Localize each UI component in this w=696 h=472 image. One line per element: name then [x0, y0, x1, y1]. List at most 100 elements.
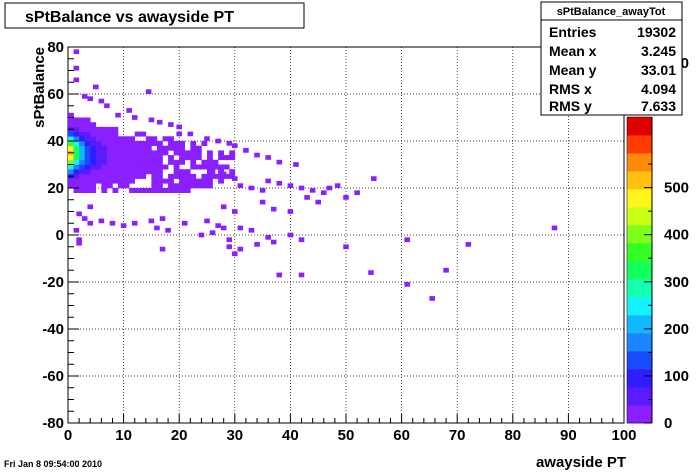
x-tick-label: 40 — [282, 427, 299, 444]
heatmap-cell — [101, 155, 108, 161]
heatmap-cell — [73, 169, 80, 175]
heatmap-cell — [371, 176, 377, 181]
heatmap-cell — [84, 126, 91, 132]
heatmap-cell — [140, 169, 147, 175]
heatmap-cell — [156, 164, 163, 170]
heatmap-cell — [134, 169, 141, 175]
heatmap-cell — [112, 178, 119, 184]
colorbar-segment — [627, 243, 652, 262]
heatmap-cell — [115, 112, 121, 118]
heatmap-cell — [90, 155, 97, 161]
heatmap-cell — [248, 227, 255, 233]
heatmap-cell — [79, 159, 85, 165]
heatmap-cell — [106, 169, 113, 175]
heatmap-cell — [79, 122, 85, 128]
heatmap-cell — [179, 173, 186, 179]
heatmap-cell — [126, 108, 132, 113]
plot-frame — [67, 46, 625, 424]
heatmap-cell — [465, 242, 472, 247]
heatmap-cell — [140, 188, 147, 193]
heatmap-cell — [123, 141, 130, 146]
heatmap-cell — [129, 155, 136, 161]
heatmap-cell — [265, 178, 271, 184]
heatmap-cell — [123, 173, 130, 179]
heatmap-cell — [195, 155, 202, 161]
heatmap-cell — [154, 225, 160, 231]
heatmap-cell — [134, 141, 141, 146]
colorbar-segment — [627, 171, 652, 190]
heatmap-cell — [287, 183, 294, 188]
heatmap-cell — [320, 190, 327, 196]
heatmap-cell — [123, 155, 130, 161]
colorbar-segment — [627, 405, 652, 424]
heatmap-cell — [123, 169, 130, 175]
heatmap-cell — [140, 150, 147, 156]
colorbar-segment — [627, 333, 652, 352]
heatmap-cell — [220, 204, 227, 210]
colorbar-tick-label: 400 — [664, 227, 689, 244]
heatmap-cell — [326, 185, 333, 191]
heatmap-cell — [265, 155, 271, 160]
y-tick-label: 80 — [47, 39, 64, 56]
heatmap-cell — [220, 225, 227, 231]
heatmap-cell — [226, 237, 233, 243]
heatmap-cell — [145, 164, 152, 170]
heatmap-cell — [168, 136, 174, 142]
heatmap-cell — [151, 173, 158, 179]
stats-label-mean-x: Mean x — [549, 43, 597, 59]
heatmap-cell — [68, 122, 74, 128]
heatmap-cell — [176, 131, 182, 137]
y-tick-label: -60 — [42, 368, 64, 385]
heatmap-cell — [309, 188, 316, 193]
heatmap-cell — [173, 173, 180, 179]
heatmap-cell — [173, 183, 180, 189]
colorbar: 0100200300400500600 — [626, 55, 689, 432]
heatmap-cell — [140, 159, 147, 165]
heatmap-cell — [134, 173, 141, 179]
heatmap-cell — [190, 178, 197, 184]
y-tick-label: 20 — [47, 180, 64, 197]
x-tick-label: 70 — [449, 427, 466, 444]
heatmap-cell — [207, 150, 213, 156]
heatmap-cell — [212, 159, 219, 165]
heatmap-cell — [79, 164, 85, 170]
heatmap-cell — [101, 131, 108, 137]
heatmap-cell — [118, 164, 124, 170]
heatmap-cell — [101, 173, 108, 179]
x-tick-label: 90 — [560, 427, 577, 444]
heatmap-cell — [68, 159, 74, 165]
heatmap-cell — [140, 164, 147, 170]
heatmap-cell — [95, 131, 102, 137]
heatmap-cell — [151, 178, 158, 184]
heatmap-cell — [145, 145, 152, 151]
heatmap-cell — [112, 141, 119, 146]
heatmap-cell — [145, 155, 152, 161]
x-tick-label: 20 — [171, 427, 188, 444]
heatmap-cell — [123, 159, 130, 165]
y-tick-label: -40 — [42, 321, 64, 338]
heatmap-cell — [90, 126, 97, 132]
heatmap-cell — [73, 126, 80, 132]
colorbar-segment — [627, 387, 652, 406]
heatmap-cell — [73, 188, 80, 193]
heatmap-cell — [118, 150, 124, 156]
chart-title: sPtBalance vs awayside PT — [25, 9, 234, 26]
colorbar-segment — [627, 261, 652, 280]
colorbar-tick-label: 100 — [664, 368, 689, 385]
heatmap-cell — [134, 164, 141, 170]
heatmap-cell — [179, 188, 186, 193]
heatmap-cell — [220, 171, 227, 177]
heatmap-cell — [173, 159, 180, 165]
stats-value-rms-y: 7.633 — [641, 98, 676, 114]
heatmap-cell — [84, 117, 91, 123]
colorbar-segment — [627, 135, 652, 154]
heatmap-cell — [151, 136, 158, 142]
heatmap-cell — [129, 159, 136, 165]
heatmap-cell — [162, 145, 169, 151]
heatmap-cell — [123, 150, 130, 156]
heatmap-cell — [90, 169, 97, 175]
heatmap-cell — [73, 131, 80, 137]
heatmap-cell — [73, 49, 80, 55]
heatmap-cell — [237, 225, 244, 231]
heatmap-cell — [106, 183, 113, 189]
